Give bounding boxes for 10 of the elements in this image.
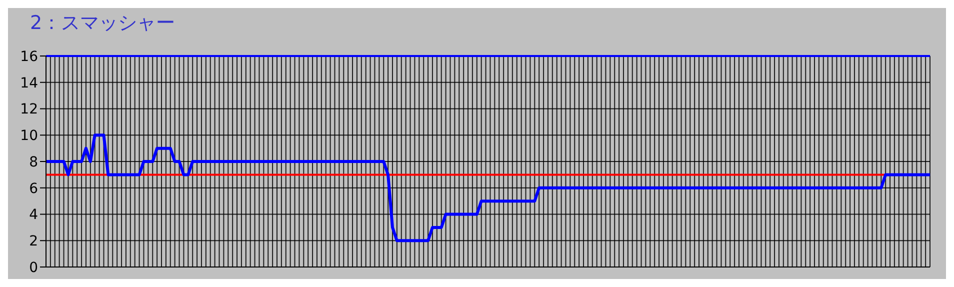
y-tick-label: 14 <box>20 75 38 92</box>
chart-title: 2：スマッシャー <box>30 11 176 36</box>
y-tick-label: 16 <box>20 48 38 65</box>
y-tick-label: 4 <box>29 207 38 224</box>
y-tick-label: 10 <box>20 128 38 144</box>
y-tick-label: 8 <box>29 154 38 170</box>
y-tick-label: 12 <box>20 102 38 118</box>
y-tick-label: 6 <box>29 180 38 197</box>
y-tick-label: 2 <box>29 234 38 250</box>
y-tick-label: 0 <box>29 260 38 276</box>
